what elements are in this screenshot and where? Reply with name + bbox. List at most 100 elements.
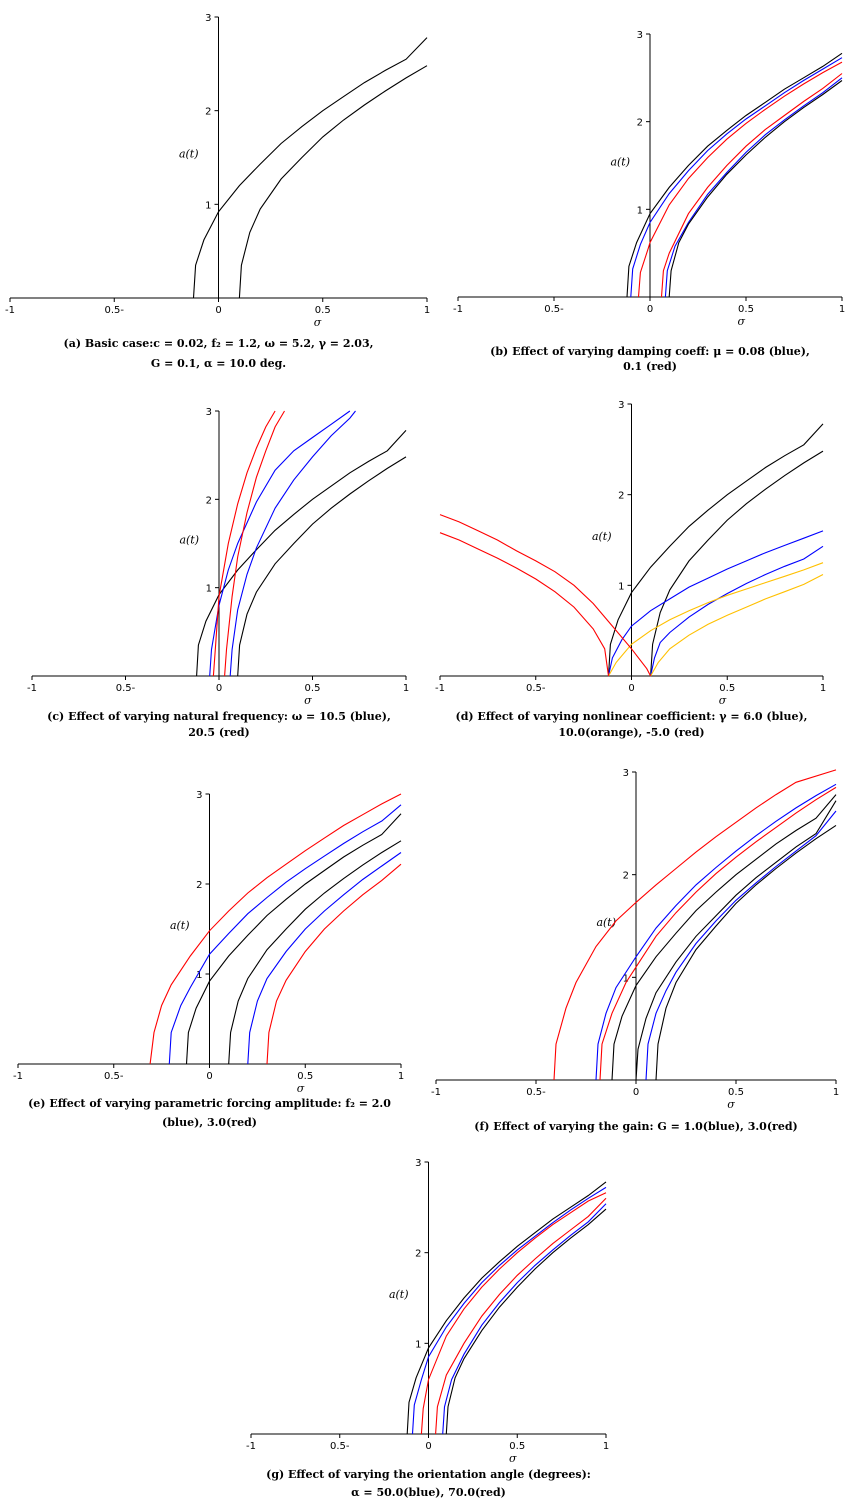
x-tick-label: 1	[398, 1071, 404, 1082]
x-tick-label: 0	[215, 305, 221, 316]
x-tick-label: 0.5-	[544, 304, 564, 315]
x-tick-label: 0	[206, 1071, 212, 1082]
y-tick-label: 3	[196, 790, 202, 801]
series-line-4	[247, 852, 402, 1065]
series-line-0	[192, 37, 428, 299]
x-tick-label: -1	[27, 683, 37, 694]
series-line-1	[168, 804, 402, 1065]
series-line-1	[650, 450, 824, 677]
panel-caption: (b) Effect of varying damping coeff: μ =…	[490, 345, 810, 358]
panel-caption: (g) Effect of varying the orientation an…	[266, 1468, 591, 1481]
x-tick-label: -1	[13, 1071, 23, 1082]
panel-caption: G = 0.1, α = 10.0 deg.	[151, 357, 286, 370]
series-line-0	[607, 423, 824, 677]
y-axis-label: a(t)	[596, 916, 616, 929]
x-tick-label: 1	[424, 305, 430, 316]
x-tick-label: 0.5-	[116, 683, 136, 694]
series-line-5	[668, 80, 843, 298]
series-line-3	[229, 410, 356, 677]
series-line-5	[445, 1208, 607, 1435]
x-axis-label: σ	[727, 1098, 735, 1111]
y-tick-label: 2	[206, 495, 212, 506]
x-tick-label: 0.5	[315, 305, 331, 316]
series-line-0	[406, 1181, 607, 1435]
series-line-0	[149, 793, 402, 1065]
panel-caption: (e) Effect of varying parametric forcing…	[28, 1097, 391, 1110]
panel-caption: (f) Effect of varying the gain: G = 1.0(…	[474, 1120, 797, 1133]
y-tick-label: 2	[196, 880, 202, 891]
y-tick-label: 1	[415, 1339, 421, 1350]
panel-caption: 20.5 (red)	[188, 726, 250, 739]
x-axis-label: σ	[509, 1452, 517, 1465]
y-tick-label: 3	[205, 13, 211, 24]
y-tick-label: 1	[637, 205, 643, 216]
x-tick-label: -1	[246, 1441, 256, 1452]
y-tick-label: 2	[415, 1249, 421, 1260]
series-line-2	[637, 61, 843, 298]
panel-caption: 10.0(orange), -5.0 (red)	[558, 726, 704, 739]
x-tick-label: -1	[435, 683, 445, 694]
panel-caption: (blue), 3.0(red)	[162, 1116, 257, 1129]
x-tick-label: 0.5	[305, 683, 321, 694]
panel-d: -1 0.5- 0 0.5 1 1 2 3 σ a(t) (d) Effect of varying…	[435, 400, 826, 739]
panel-caption: (a) Basic case:c = 0.02, f₂ = 1.2, ω = 5…	[64, 337, 374, 350]
y-tick-label: 1	[623, 973, 629, 984]
panel-g: -1 0.5- 0 0.5 1 1 2 3 σ a(t) (g) Effect of varying…	[246, 1158, 609, 1499]
series-line-2	[209, 410, 351, 677]
x-tick-label: 0	[425, 1441, 431, 1452]
series-line-5	[224, 410, 285, 677]
x-tick-label: -1	[5, 305, 15, 316]
y-tick-label: 1	[618, 581, 624, 592]
panel-a: -1 0.5- 0 0.5 1 1 2 3 σ a(t) (a) Basic case:c = 0.…	[5, 13, 430, 370]
series-line-5	[645, 810, 837, 1081]
series-line-4	[635, 800, 837, 1081]
x-tick-label: 0.5	[509, 1441, 525, 1452]
x-tick-label: 0	[216, 683, 222, 694]
x-tick-label: 0.5	[719, 683, 735, 694]
x-tick-label: 0	[647, 304, 653, 315]
x-tick-label: 0.5-	[104, 1071, 124, 1082]
series-line-5	[266, 863, 402, 1065]
series-line-1	[411, 1186, 607, 1435]
y-tick-label: 2	[637, 118, 643, 129]
y-axis-label: a(t)	[592, 530, 612, 543]
x-tick-label: 1	[403, 683, 409, 694]
series-line-5	[650, 574, 824, 677]
series-line-3	[660, 73, 843, 298]
y-tick-label: 3	[637, 30, 643, 41]
y-tick-label: 1	[205, 200, 211, 211]
x-axis-label: σ	[304, 694, 312, 707]
x-tick-label: 0.5	[738, 304, 754, 315]
x-tick-label: 1	[820, 683, 826, 694]
y-tick-label: 3	[415, 1158, 421, 1169]
panel-b: -1 0.5- 0 0.5 1 1 2 3 σ a(t) (b) Effect of varying…	[453, 30, 845, 373]
series-line-1	[595, 783, 837, 1081]
y-tick-label: 2	[623, 871, 629, 882]
series-line-2	[185, 813, 402, 1065]
y-axis-label: a(t)	[179, 148, 199, 161]
panel-caption: 0.1 (red)	[623, 360, 677, 373]
x-tick-label: 1	[839, 304, 845, 315]
y-axis-label: a(t)	[179, 534, 199, 547]
panel-f: -1 0.5- 0 0.5 1 1 2 3 σ a(t) (f) Effect of varying…	[431, 768, 839, 1133]
series-line-2	[420, 1192, 607, 1435]
x-axis-label: σ	[314, 316, 322, 329]
x-tick-label: -1	[431, 1087, 441, 1098]
x-tick-label: 0	[628, 683, 634, 694]
y-tick-label: 1	[206, 584, 212, 595]
y-tick-label: 2	[618, 491, 624, 502]
series-line-0	[196, 430, 407, 677]
series-line-3	[435, 1197, 607, 1435]
series-line-1	[237, 456, 407, 677]
panel-caption: (d) Effect of varying nonlinear coeffici…	[456, 710, 808, 723]
series-line-0	[626, 52, 843, 298]
y-tick-label: 3	[618, 400, 624, 411]
series-line-4	[664, 77, 843, 298]
series-line-4	[442, 1203, 607, 1435]
series-line-4	[608, 562, 824, 677]
y-tick-label: 3	[206, 407, 212, 418]
x-tick-label: 1	[833, 1087, 839, 1098]
y-tick-label: 2	[205, 107, 211, 118]
x-axis-label: σ	[737, 315, 745, 328]
